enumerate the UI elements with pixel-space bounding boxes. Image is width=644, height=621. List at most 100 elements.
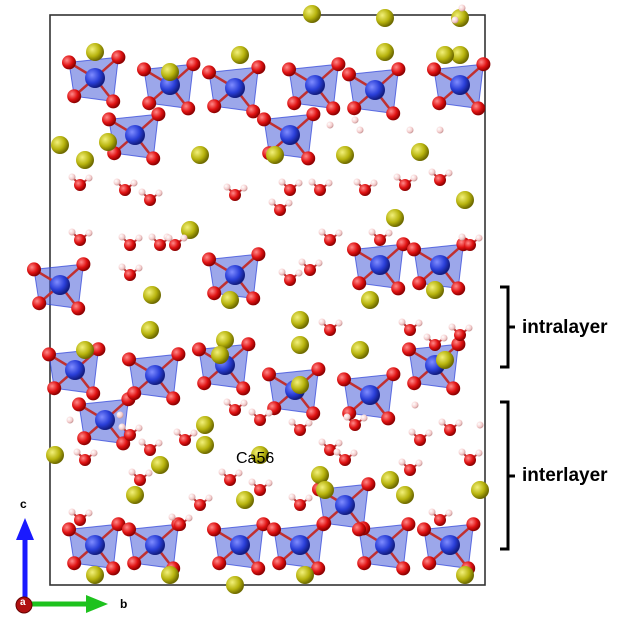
oxygen-atom (67, 89, 82, 104)
oxygen-atom (311, 362, 326, 377)
calcium-atom (181, 221, 199, 239)
silicon-atom (225, 78, 245, 98)
oxygen-atom (407, 376, 422, 391)
oxygen-atom (311, 561, 326, 576)
hydrogen-atom (135, 264, 143, 272)
water-oxygen-atom (169, 239, 181, 251)
water-oxygen-atom (229, 189, 241, 201)
water-oxygen-atom (124, 429, 136, 441)
hydrogen-atom (128, 468, 136, 476)
hydrogen-atom (325, 179, 333, 187)
oxygen-atom (357, 556, 372, 571)
silicon-atom (85, 68, 105, 88)
water-oxygen-atom (124, 239, 136, 251)
oxygen-atom (407, 242, 421, 257)
calcium-atom (236, 491, 254, 509)
oxygen-atom (202, 65, 216, 80)
hydrogen-atom (415, 319, 423, 327)
oxygen-atom (72, 397, 86, 412)
calcium-atom (451, 46, 469, 64)
hydrogen-atom (305, 494, 313, 502)
water-oxygen-atom (179, 434, 191, 446)
oxygen-atom (246, 291, 261, 306)
hydrogen-atom (173, 428, 181, 436)
water-oxygen-atom (314, 184, 326, 196)
hydrogen-atom (448, 323, 456, 331)
water-oxygen-atom (294, 424, 306, 436)
oxygen-atom (86, 386, 101, 401)
hydrogen-atom (118, 423, 126, 431)
hydrogen-atom (265, 409, 273, 417)
oxygen-atom (146, 151, 161, 166)
interlayer-bracket (500, 400, 515, 551)
calcium-atom (221, 291, 239, 309)
water-oxygen-atom (144, 444, 156, 456)
b-axis-arrowhead (86, 595, 108, 613)
oxygen-atom (207, 522, 221, 537)
oxygen-atom (142, 96, 157, 111)
oxygen-atom (42, 347, 56, 362)
hydrogen-atom (298, 258, 306, 266)
oxygen-atom (391, 62, 406, 77)
hydrogen-atom (188, 493, 196, 501)
calcium-atom (211, 346, 229, 364)
hydrogen-atom (68, 173, 76, 181)
silicon-atom (125, 125, 145, 145)
water-oxygen-atom (304, 264, 316, 276)
water-oxygen-atom (154, 239, 166, 251)
hydrogen-atom (130, 179, 138, 187)
oxygen-atom (257, 112, 271, 127)
calcium-atom (426, 281, 444, 299)
hydrogen-atom (145, 469, 153, 477)
water-oxygen-atom (284, 184, 296, 196)
hydrogen-atom (318, 438, 326, 446)
hydrogen-atom (113, 178, 121, 186)
hydrogen-atom (265, 479, 273, 487)
oxygen-atom (76, 257, 91, 272)
hydrogen-atom (118, 263, 126, 271)
hydrogen-atom (353, 178, 361, 186)
hydrogen-atom (351, 116, 359, 124)
oxygen-atom (27, 262, 41, 277)
oxygen-atom (251, 561, 266, 576)
calcium-atom (266, 146, 284, 164)
oxygen-atom (476, 57, 491, 72)
water-oxygen-atom (124, 269, 136, 281)
hydrogen-atom (285, 199, 293, 207)
oxygen-atom (396, 561, 411, 576)
oxygen-atom (381, 411, 396, 426)
water-oxygen-atom (339, 454, 351, 466)
oxygen-atom (137, 62, 151, 77)
oxygen-atom (267, 522, 281, 537)
silicon-atom (360, 385, 380, 405)
hydrogen-atom (406, 126, 414, 134)
silicon-atom (95, 410, 115, 430)
oxygen-atom (282, 62, 296, 77)
water-oxygen-atom (254, 484, 266, 496)
oxygen-atom (361, 477, 376, 492)
silicon-atom (160, 75, 180, 95)
oxygen-atom (62, 522, 76, 537)
oxygen-atom (446, 381, 461, 396)
calcium-atom (411, 143, 429, 161)
calcium-atom (351, 341, 369, 359)
calcium-atom (386, 209, 404, 227)
calcium-atom (376, 43, 394, 61)
intralayer-bracket (500, 285, 515, 369)
water-oxygen-atom (134, 474, 146, 486)
oxygen-atom (401, 517, 416, 532)
water-oxygen-atom (284, 274, 296, 286)
oxygen-atom (352, 522, 366, 537)
water-oxygen-atom (224, 474, 236, 486)
calcium-atom (51, 136, 69, 154)
calcium-atom (76, 151, 94, 169)
silicon-atom (375, 535, 395, 555)
hydrogen-atom (465, 324, 473, 332)
silicon-atom (230, 535, 250, 555)
oxygen-atom (287, 96, 302, 111)
hydrogen-atom (155, 439, 163, 447)
oxygen-atom (432, 96, 447, 111)
oxygen-atom (347, 101, 362, 116)
calcium-atom (361, 291, 379, 309)
